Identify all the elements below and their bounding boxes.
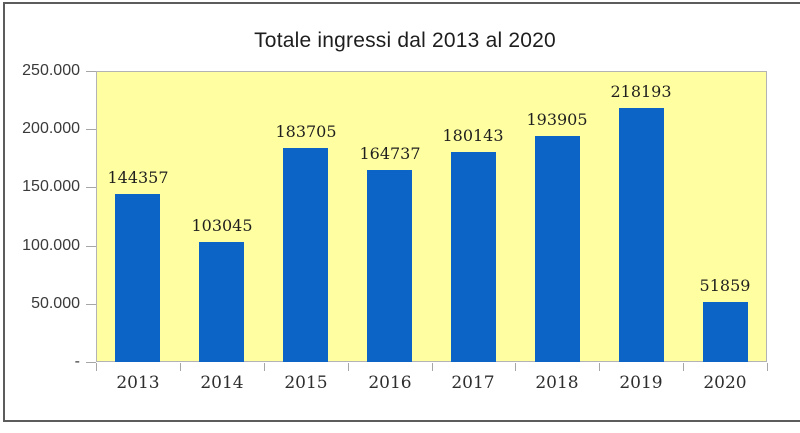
- bar-2017: [451, 152, 496, 362]
- y-tick-mark: [86, 129, 96, 130]
- y-tick-label: -: [74, 353, 80, 370]
- y-tick-label: 50.000: [31, 295, 80, 312]
- x-tick-mark: [264, 363, 265, 371]
- y-tick-label: 200.000: [22, 120, 80, 137]
- bar-2019: [619, 108, 664, 362]
- y-tick-mark: [86, 246, 96, 247]
- x-tick-mark: [432, 363, 433, 371]
- bar-value-label: 183705: [275, 122, 337, 141]
- bar-value-label: 51859: [699, 276, 751, 295]
- y-tick-label: 100.000: [22, 237, 80, 254]
- x-tick-mark: [515, 363, 516, 371]
- bar-value-label: 103045: [191, 216, 253, 235]
- x-tick-mark: [767, 363, 768, 371]
- y-tick-mark: [86, 304, 96, 305]
- y-tick-mark: [86, 362, 96, 363]
- bar-2016: [367, 170, 412, 362]
- bar-value-label: 180143: [442, 126, 504, 145]
- x-tick-mark: [348, 363, 349, 371]
- y-tick-label: 150.000: [22, 178, 80, 195]
- bar-value-label: 218193: [610, 82, 672, 101]
- x-tick-label: 2016: [368, 373, 412, 393]
- bar-value-label: 164737: [359, 144, 421, 163]
- x-tick-label: 2015: [284, 373, 328, 393]
- x-tick-mark: [599, 363, 600, 371]
- bar-2014: [199, 242, 244, 362]
- bar-2020: [703, 302, 748, 362]
- y-tick-label: 250.000: [22, 62, 80, 79]
- x-tick-label: 2017: [451, 373, 495, 393]
- x-tick-mark: [180, 363, 181, 371]
- bar-2015: [283, 148, 328, 362]
- x-tick-label: 2019: [619, 373, 663, 393]
- y-tick-mark: [86, 71, 96, 72]
- x-tick-label: 2014: [200, 373, 244, 393]
- x-tick-label: 2020: [703, 373, 747, 393]
- chart-title: Totale ingressi dal 2013 al 2020: [254, 29, 556, 52]
- y-tick-mark: [86, 187, 96, 188]
- bar-value-label: 193905: [526, 110, 588, 129]
- x-tick-mark: [683, 363, 684, 371]
- x-tick-mark: [96, 363, 97, 371]
- bar-2018: [535, 136, 580, 362]
- bar-value-label: 144357: [107, 168, 169, 187]
- x-tick-label: 2018: [535, 373, 579, 393]
- bar-2013: [115, 194, 160, 362]
- x-tick-label: 2013: [116, 373, 160, 393]
